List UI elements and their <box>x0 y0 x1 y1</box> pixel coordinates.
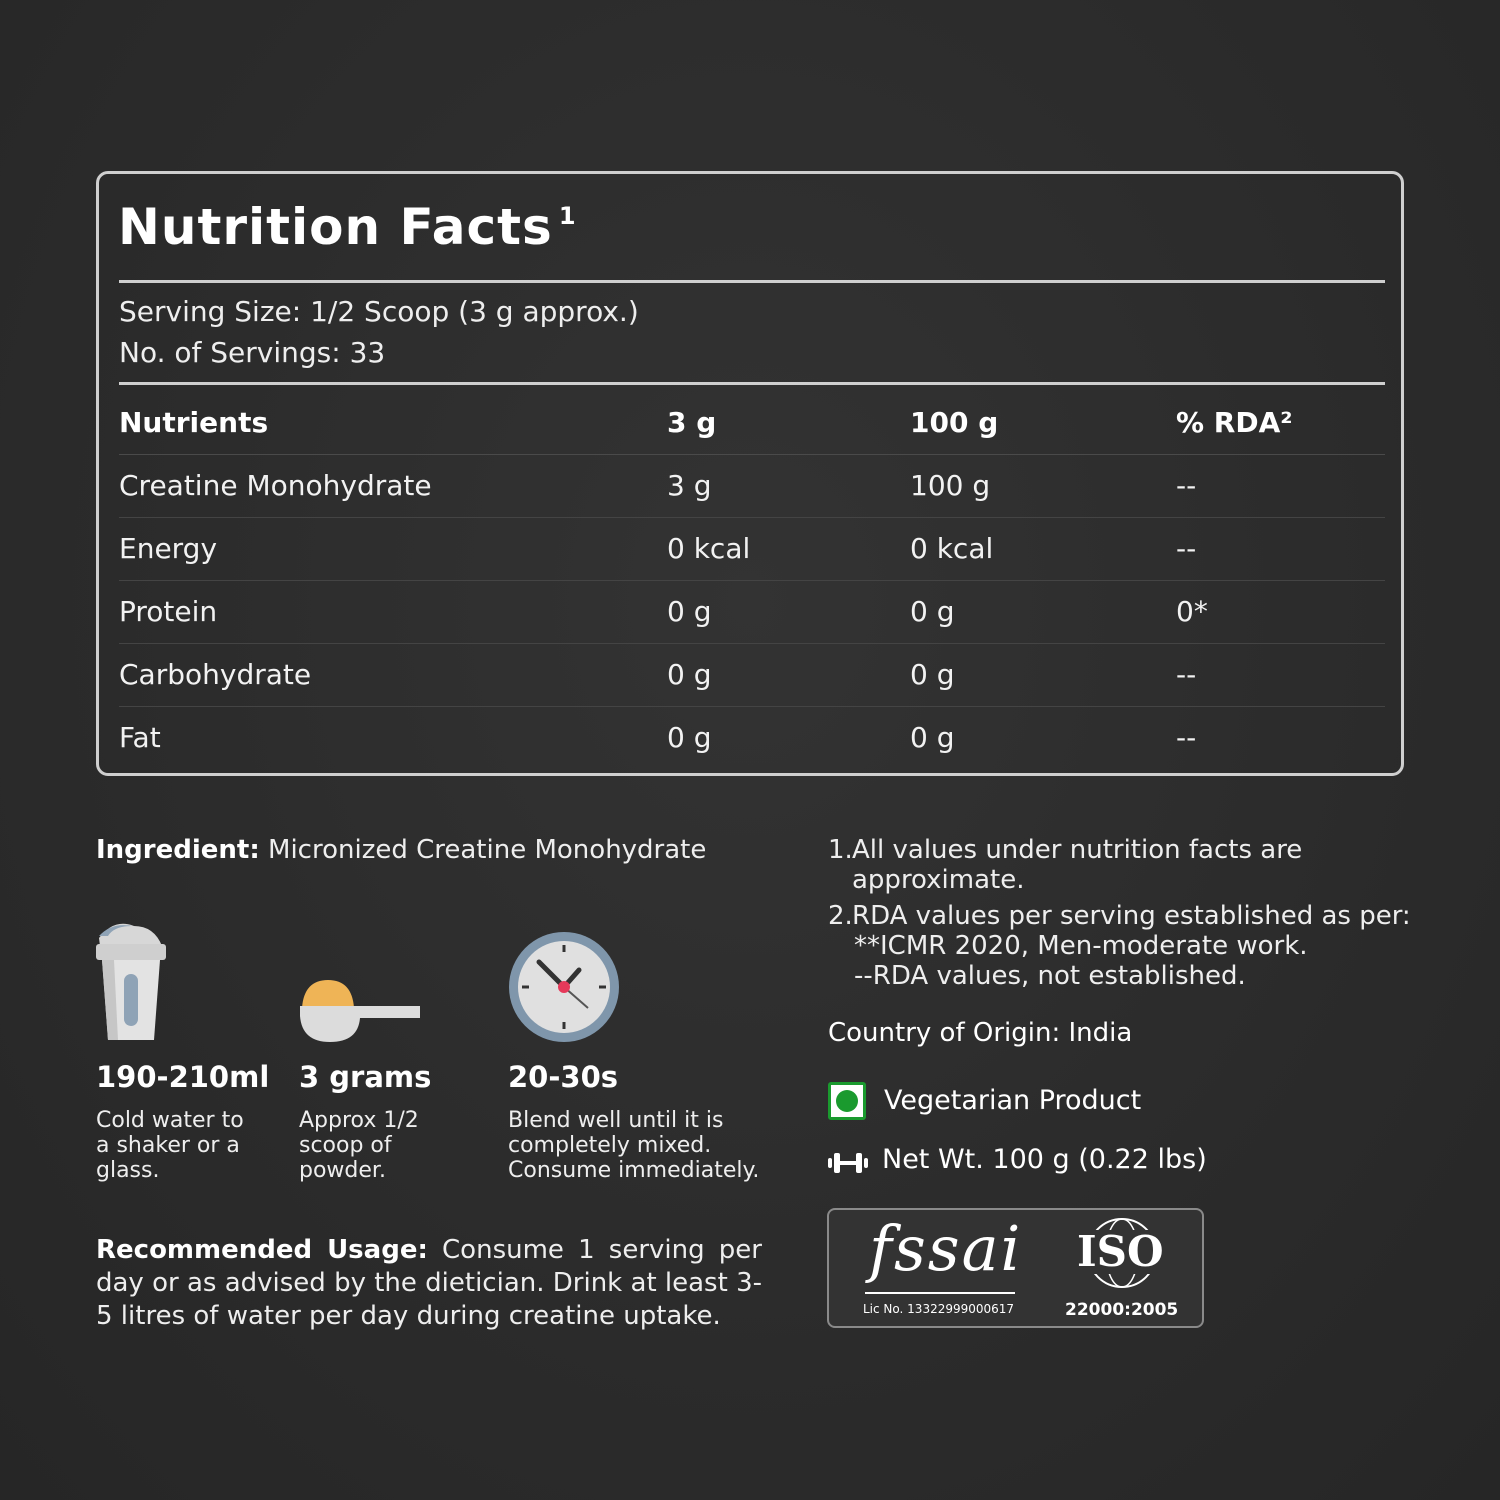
footnote-2: 2. RDA values per serving established as … <box>828 901 1428 991</box>
ingredient-value: Micronized Creatine Monohydrate <box>268 835 707 865</box>
per-serving: 0 g <box>667 658 712 691</box>
usage-value: Consume 1 serving per day or as advised … <box>96 1235 762 1331</box>
nutrient-name: Energy <box>119 532 218 565</box>
iso-standard: 22000:2005 <box>1065 1300 1179 1320</box>
table-row: Protein 0 g 0 g 0* <box>119 581 1385 644</box>
header-3g: 3 g <box>667 406 717 439</box>
usage-label: Recommended Usage: <box>96 1235 428 1265</box>
servings-count: No. of Servings: 33 <box>119 336 386 369</box>
rda: -- <box>1176 532 1197 565</box>
dumbbell-icon <box>828 1153 868 1173</box>
note-sub: **ICMR 2020, Men-moderate work. <box>854 931 1308 961</box>
per-100g: 0 kcal <box>910 532 994 565</box>
header-nutrients: Nutrients <box>119 406 269 439</box>
ingredient: Ingredient: Micronized Creatine Monohydr… <box>96 835 706 865</box>
rda: -- <box>1176 721 1197 754</box>
recommended-usage: Recommended Usage: Consume 1 serving per… <box>96 1234 762 1333</box>
per-100g: 100 g <box>910 469 991 502</box>
nutrition-title: Nutrition Facts 1 <box>118 198 577 256</box>
header-100g: 100 g <box>910 406 999 439</box>
serving-size: Serving Size: 1/2 Scoop (3 g approx.) <box>119 295 639 328</box>
note-text: All values under nutrition facts are app… <box>852 835 1303 895</box>
shaker-icon <box>96 923 166 1040</box>
title-text: Nutrition Facts <box>118 198 553 256</box>
title-footnote: 1 <box>558 202 577 230</box>
clock-icon <box>509 932 619 1042</box>
iso-logo: ISO <box>1075 1227 1166 1276</box>
per-100g: 0 g <box>910 721 955 754</box>
step-amount: 20-30s <box>508 1060 619 1094</box>
note-num: 2. <box>828 901 853 931</box>
fssai-license: Lic No. 13322999000617 <box>863 1302 1015 1316</box>
note-text: RDA values per serving established as pe… <box>852 901 1411 931</box>
nutrition-facts-panel <box>96 171 1404 776</box>
nutrient-name: Carbohydrate <box>119 658 312 691</box>
note-num: 1. <box>828 835 853 865</box>
table-row: Creatine Monohydrate 3 g 100 g -- <box>119 455 1385 518</box>
net-weight: Net Wt. 100 g (0.22 lbs) <box>882 1144 1207 1175</box>
fssai-logo: fssai <box>869 1212 1023 1285</box>
rda: -- <box>1176 469 1197 502</box>
step-amount: 3 grams <box>299 1060 432 1094</box>
divider <box>119 280 1385 283</box>
step-desc: Blend well until it is completely mixed.… <box>508 1108 760 1183</box>
nutrient-name: Fat <box>119 721 161 754</box>
step-desc: Approx 1/2 scoop of powder. <box>299 1108 419 1183</box>
nutrient-name: Protein <box>119 595 218 628</box>
per-serving: 3 g <box>667 469 712 502</box>
rda: -- <box>1176 658 1197 691</box>
footnote-1: 1. All values under nutrition facts are a… <box>828 835 1368 895</box>
per-serving: 0 kcal <box>667 532 751 565</box>
rda: 0* <box>1176 595 1208 628</box>
per-100g: 0 g <box>910 595 955 628</box>
table-row: Energy 0 kcal 0 kcal -- <box>119 518 1385 581</box>
table-row: Fat 0 g 0 g -- <box>119 707 1385 770</box>
header-rda: % RDA² <box>1176 406 1293 439</box>
nutrient-name: Creatine Monohydrate <box>119 469 432 502</box>
veg-icon <box>828 1082 866 1120</box>
step-amount: 190-210ml <box>96 1060 270 1094</box>
certifications-box: fssai Lic No. 13322999000617 ISO 22000:2… <box>827 1208 1204 1328</box>
ingredient-label: Ingredient: <box>96 835 260 865</box>
country-of-origin: Country of Origin: India <box>828 1018 1133 1048</box>
step-desc: Cold water to a shaker or a glass. <box>96 1108 244 1183</box>
table-header: Nutrients 3 g 100 g % RDA² <box>119 392 1385 455</box>
per-100g: 0 g <box>910 658 955 691</box>
scoop-icon <box>300 980 420 1042</box>
fssai-underline <box>865 1292 1015 1294</box>
per-serving: 0 g <box>667 721 712 754</box>
note-sub: --RDA values, not established. <box>854 961 1246 991</box>
veg-label: Vegetarian Product <box>884 1085 1142 1116</box>
per-serving: 0 g <box>667 595 712 628</box>
table-row: Carbohydrate 0 g 0 g -- <box>119 644 1385 707</box>
divider <box>119 382 1385 385</box>
